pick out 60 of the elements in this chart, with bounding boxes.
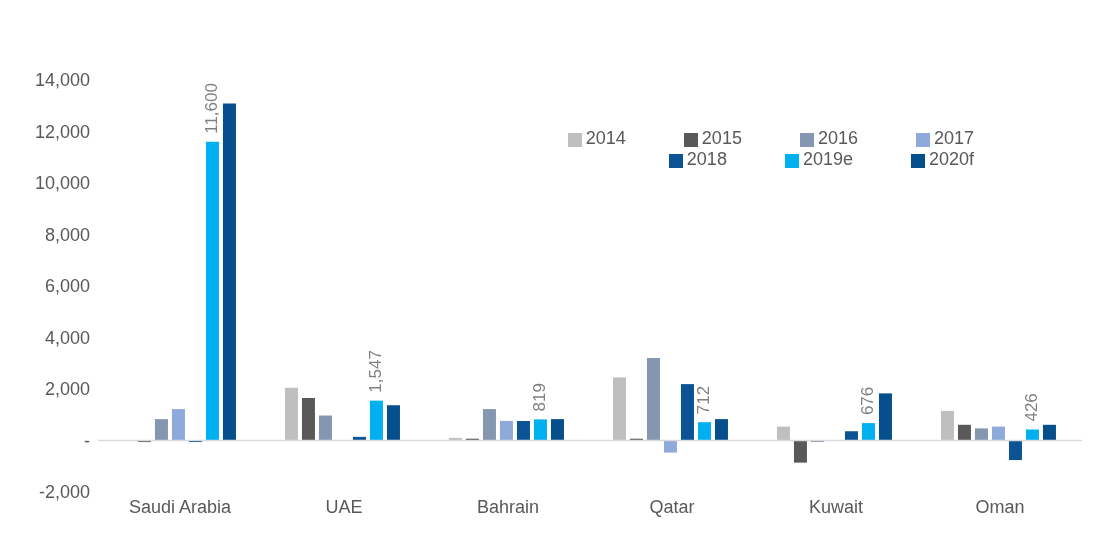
bar (369, 400, 383, 441)
bar (878, 393, 892, 441)
y-tick-label: 10,000 (34, 173, 90, 194)
x-tick-label: Qatar (649, 496, 695, 517)
bar (714, 419, 728, 441)
bar (957, 424, 971, 441)
bar (284, 387, 298, 441)
bar (940, 410, 954, 441)
x-tick-label: Kuwait (808, 496, 864, 517)
y-tick-label: 6,000 (44, 276, 90, 297)
bar (386, 405, 400, 441)
bar (301, 398, 315, 441)
bar (697, 422, 711, 441)
legend-label: 2020f (928, 149, 974, 169)
bar (1025, 429, 1039, 441)
bar (663, 440, 677, 453)
legend-label: 2018 (686, 149, 727, 169)
bar (318, 415, 332, 441)
y-tick-label: -2,000 (38, 482, 90, 503)
bar (1008, 440, 1022, 461)
bar (844, 431, 858, 441)
y-tick-label: 4,000 (44, 327, 90, 348)
y-tick-label: 14,000 (34, 70, 90, 91)
legend-label: 2016 (817, 128, 858, 148)
bar (482, 409, 496, 441)
data-label: 426 (1022, 393, 1042, 422)
y-tick-label: 2,000 (44, 379, 90, 400)
bar (205, 141, 219, 441)
bar (550, 419, 564, 441)
legend-label: 2015 (701, 128, 742, 148)
y-tick-label: - (84, 430, 90, 451)
bar (222, 103, 236, 441)
data-label: 1,547 (366, 350, 386, 393)
data-label: 676 (858, 386, 878, 416)
bar (991, 426, 1005, 441)
bar (612, 377, 626, 441)
bar (154, 419, 168, 441)
bar (646, 358, 660, 441)
bar (516, 420, 530, 441)
bar (533, 419, 547, 441)
x-tick-label: Oman (975, 496, 1025, 517)
x-tick-label: Bahrain (476, 496, 540, 517)
bar (861, 423, 875, 441)
bar (793, 440, 807, 463)
bar (776, 426, 790, 441)
x-tick-label: Saudi Arabia (128, 496, 233, 517)
bar (1042, 424, 1056, 441)
bar (171, 409, 185, 441)
x-tick-label: UAE (325, 496, 363, 517)
data-label: 819 (530, 383, 550, 412)
data-label: 712 (694, 385, 714, 415)
data-label: 11,600 (202, 83, 222, 134)
bar (680, 384, 694, 441)
legend-label: 2014 (585, 128, 626, 148)
bar (974, 428, 988, 441)
y-tick-label: 12,000 (34, 121, 90, 142)
legend-label: 2017 (933, 128, 974, 148)
legend-label: 2019e (802, 149, 853, 169)
y-tick-label: 8,000 (44, 224, 90, 245)
bar (499, 420, 513, 441)
